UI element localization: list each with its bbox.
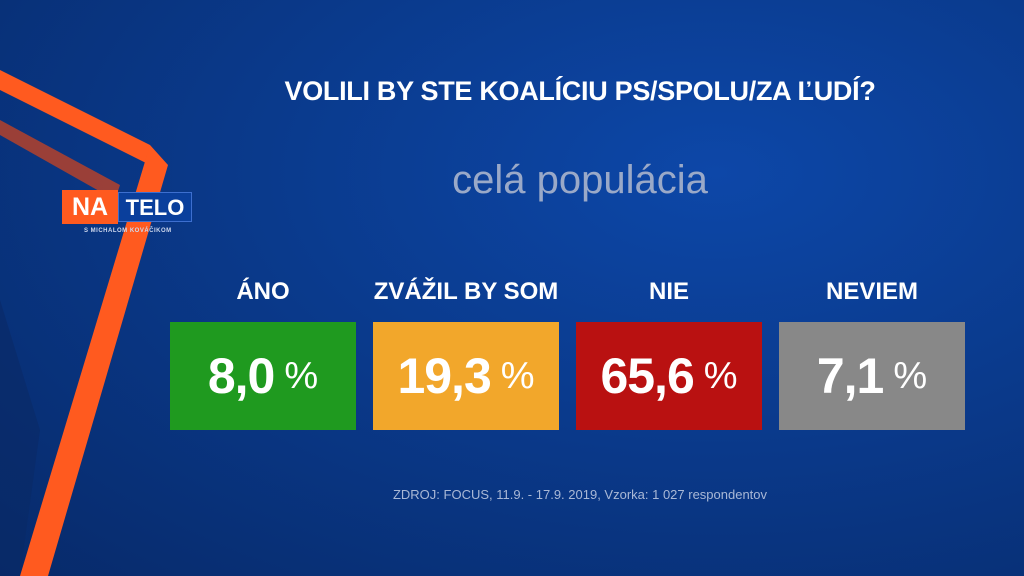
result-unit: % [893, 354, 928, 397]
result-value: 19,3 [397, 348, 491, 404]
category-label: ÁNO [236, 278, 290, 305]
chart-subtitle: celá populácia [452, 158, 708, 202]
result-value: 65,6 [600, 348, 694, 404]
category-label: NIE [648, 278, 689, 305]
result-unit: % [284, 354, 319, 397]
logo-subtitle: S MICHALOM KOVÁČIKOM [84, 228, 172, 234]
result-unit: % [500, 354, 535, 397]
category-label: ZVÁŽIL BY SOM [373, 278, 559, 305]
chart-title: VOLILI BY STE KOALÍCIU PS/SPOLU/ZA ĽUDÍ? [284, 76, 876, 106]
result-value: 8,0 [207, 348, 276, 404]
result-value: 7,1 [816, 348, 885, 404]
source-note: ZDROJ: FOCUS, 11.9. - 17.9. 2019, Vzorka… [392, 487, 768, 502]
result-box: 7,1% [779, 322, 965, 430]
category-label: NEVIEM [825, 278, 918, 305]
logo-telo: TELO [118, 192, 192, 222]
result-box: 65,6% [576, 322, 762, 430]
result-unit: % [703, 354, 738, 397]
result-box: 8,0% [170, 322, 356, 430]
logo-na: NA [62, 190, 118, 224]
result-box: 19,3% [373, 322, 559, 430]
decorative-frame [0, 70, 168, 576]
